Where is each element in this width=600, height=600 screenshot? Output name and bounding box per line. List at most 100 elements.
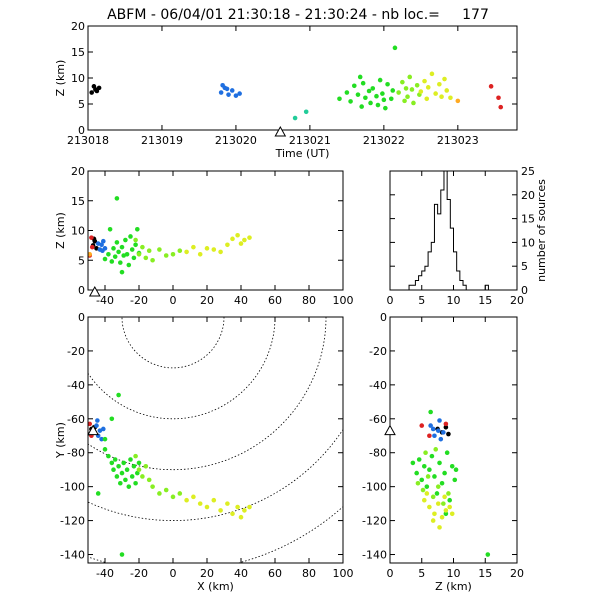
data-point — [224, 86, 230, 92]
data-point — [225, 501, 230, 506]
data-point — [157, 491, 162, 496]
data-point — [434, 491, 440, 496]
y-tick-label: -20 — [369, 345, 387, 358]
data-point — [191, 494, 196, 500]
data-point — [390, 88, 396, 93]
data-point — [366, 88, 372, 94]
data-point — [432, 433, 437, 439]
data-point — [439, 514, 445, 520]
data-point — [385, 81, 390, 87]
panel-z-y-view: 0 5 10 15 20 -140 -120 -100 -80 -60 -40 -20 0 Z (km) — [362, 311, 524, 593]
data-point — [204, 504, 210, 510]
data-point — [116, 463, 121, 469]
data-point — [435, 484, 441, 489]
y-tick-label: 15 — [71, 195, 85, 208]
data-point — [427, 467, 432, 472]
data-point — [100, 248, 105, 254]
x-tick-label: 60 — [268, 567, 282, 580]
data-point — [427, 433, 432, 439]
x-tick-label: 20 — [200, 567, 214, 580]
data-point — [441, 501, 446, 506]
data-point — [237, 91, 242, 96]
x-tick-label: 15 — [478, 567, 492, 580]
series-1 — [218, 82, 242, 98]
data-point — [424, 484, 430, 489]
axes-frame — [87, 25, 518, 131]
data-point — [409, 87, 415, 92]
data-point — [170, 252, 176, 257]
data-point — [496, 95, 501, 101]
y-tick-label: -40 — [369, 379, 387, 392]
series-4 — [133, 453, 183, 500]
data-point — [118, 260, 123, 265]
range-ring — [88, 428, 343, 521]
data-point — [396, 90, 401, 95]
data-point — [136, 252, 142, 257]
data-point — [419, 423, 425, 428]
data-point — [135, 227, 140, 232]
data-point — [388, 96, 394, 102]
x-tick-label: -40 — [96, 567, 114, 580]
data-point — [402, 98, 407, 104]
data-point — [419, 477, 425, 483]
data-point — [423, 450, 428, 456]
data-point — [430, 426, 436, 432]
data-point — [429, 453, 435, 459]
data-point — [119, 269, 125, 275]
data-point — [381, 97, 387, 103]
data-point — [89, 244, 95, 250]
y-tick-label: 10 — [71, 72, 85, 85]
data-point — [143, 463, 149, 469]
series-2 — [88, 252, 92, 257]
data-point — [184, 249, 189, 255]
y-tick-label: 5 — [78, 98, 85, 111]
data-point — [218, 508, 223, 513]
data-point — [433, 447, 439, 452]
data-point — [488, 84, 494, 89]
data-point — [89, 90, 94, 95]
data-point — [351, 83, 357, 89]
data-point — [124, 252, 130, 257]
series-3 — [95, 238, 108, 254]
x-tick-label: 0 — [170, 294, 177, 307]
data-point — [449, 463, 455, 469]
series-7 — [488, 84, 504, 110]
data-point — [453, 467, 459, 472]
data-point — [109, 460, 115, 466]
data-point — [116, 392, 121, 398]
data-point — [377, 77, 383, 83]
data-point — [157, 247, 162, 252]
data-point — [218, 90, 224, 95]
series-0 — [89, 84, 102, 95]
data-point — [102, 256, 108, 262]
x-tick-label: 213018 — [67, 134, 109, 147]
data-point — [150, 484, 155, 489]
panel-x-height: -40 -20 0 20 40 60 80 100 0 5 10 15 20 Z (km) — [54, 165, 354, 307]
series-5 — [418, 71, 453, 102]
y-tick-label: 20 — [71, 20, 85, 33]
data-point — [102, 447, 108, 452]
data-point — [124, 467, 130, 472]
station-marker-icon — [87, 424, 99, 436]
data-point — [95, 418, 100, 423]
plot-area — [88, 196, 252, 275]
data-point — [89, 235, 94, 240]
data-point — [150, 257, 155, 263]
x-tick-label: 10 — [447, 294, 461, 307]
series-3 — [337, 45, 398, 111]
y-tick-label: 0 — [380, 311, 387, 324]
data-point — [435, 501, 441, 506]
data-point — [106, 453, 111, 459]
data-point — [414, 470, 419, 476]
x-tick-label: 60 — [268, 294, 282, 307]
data-point — [420, 487, 426, 493]
station-marker-icon — [88, 285, 101, 297]
axes-frame — [87, 316, 344, 564]
data-point — [441, 430, 446, 435]
data-point — [242, 508, 247, 513]
data-point — [452, 477, 458, 483]
data-point — [94, 423, 99, 428]
data-point — [348, 99, 353, 104]
data-point — [133, 237, 138, 243]
data-point — [91, 84, 97, 89]
